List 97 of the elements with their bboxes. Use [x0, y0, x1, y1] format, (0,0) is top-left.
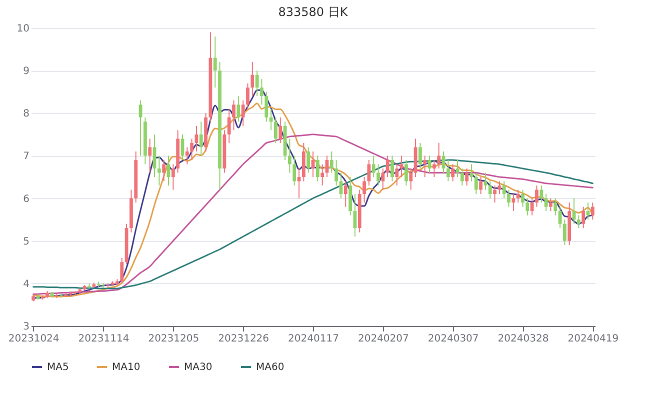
candlestick — [530, 198, 534, 216]
candlestick — [274, 116, 278, 144]
y-tick-label: 4 — [23, 278, 30, 290]
legend-label: MA30 — [184, 362, 212, 373]
candlestick — [255, 70, 259, 97]
candlestick — [474, 172, 478, 195]
candlestick — [246, 82, 250, 110]
y-tick-label: 3 — [23, 322, 30, 332]
x-tick-label: 20231205 — [148, 334, 200, 344]
chart-title: 833580 日K — [278, 5, 349, 19]
candlestick — [320, 164, 324, 186]
y-tick-label: 6 — [23, 194, 30, 205]
candlestick — [521, 189, 524, 208]
candlestick — [386, 155, 390, 178]
x-tick-label: 20240117 — [288, 334, 339, 344]
candlestick — [260, 78, 264, 106]
candlestick — [213, 36, 217, 88]
candlestick — [185, 146, 189, 165]
candlestick — [236, 96, 240, 122]
candlestick — [526, 198, 530, 216]
candlestick — [390, 155, 394, 182]
y-tick-label: 9 — [23, 66, 30, 78]
candlestick — [409, 168, 413, 190]
candlestick — [171, 164, 175, 190]
candlestick — [544, 194, 548, 212]
candlestick — [362, 176, 366, 204]
candlestick — [395, 164, 399, 186]
legend-label: MA5 — [47, 362, 69, 373]
candlestick — [120, 257, 124, 284]
candlestick — [400, 155, 404, 178]
candlestick — [446, 159, 450, 182]
candlestick — [516, 189, 520, 204]
candlestick — [367, 159, 371, 186]
candlestick — [418, 142, 422, 169]
x-tick-label: 20240207 — [358, 334, 409, 344]
candlestick — [479, 176, 482, 195]
candlestick — [138, 100, 142, 156]
candlestick — [590, 202, 594, 220]
candlestick — [576, 214, 580, 229]
candlestick — [465, 168, 469, 186]
candlestick — [372, 155, 376, 178]
candlestick — [162, 159, 166, 182]
candlestick — [493, 185, 496, 204]
candlestick — [437, 142, 441, 169]
y-tick-label: 8 — [23, 108, 30, 120]
candlestick — [264, 91, 268, 122]
candlestick — [166, 155, 170, 186]
candlestick — [512, 194, 516, 212]
candlestick — [432, 159, 436, 178]
candlestick — [502, 180, 506, 199]
y-tick-label: 5 — [23, 236, 30, 248]
candlestick — [157, 155, 161, 186]
candlestick — [488, 180, 492, 199]
x-tick-label: 20240328 — [498, 334, 549, 344]
legend-label: MA60 — [256, 362, 284, 373]
candlestick — [190, 138, 194, 160]
candlestick — [423, 155, 427, 178]
candlestick — [507, 189, 510, 208]
candlestick — [250, 62, 254, 97]
candlestick — [554, 198, 558, 216]
candlestick — [442, 150, 446, 174]
candlestick — [582, 206, 586, 229]
candlestick — [241, 100, 245, 126]
candlestick — [227, 108, 231, 144]
candlestick — [381, 168, 385, 190]
y-tick-label: 7 — [23, 151, 30, 162]
candlestick — [344, 180, 348, 208]
candlestick — [278, 116, 282, 144]
candlestick — [297, 168, 301, 199]
candlestick — [306, 146, 310, 174]
candlestick — [558, 206, 562, 229]
candlestick — [316, 155, 320, 182]
candlestick — [288, 138, 292, 174]
candlestick — [404, 159, 408, 186]
candlestick — [549, 198, 552, 212]
candlestick — [535, 185, 538, 208]
candlestick — [460, 168, 464, 186]
x-tick-label: 20231114 — [78, 334, 130, 344]
candlestick — [376, 164, 380, 186]
candlestick — [540, 185, 544, 204]
candlestick — [334, 159, 338, 186]
x-tick-label: 20240307 — [428, 334, 479, 344]
x-tick-label: 20240419 — [568, 334, 619, 344]
candlestick — [330, 150, 334, 174]
candlestick — [199, 121, 203, 156]
candlestick — [148, 138, 152, 174]
candlestick — [498, 180, 502, 195]
x-tick-label: 20231226 — [218, 334, 270, 344]
candlestick — [586, 202, 590, 220]
candlestick — [563, 219, 566, 246]
candlestick — [232, 100, 236, 131]
candlestick — [292, 155, 296, 186]
candlestick — [451, 164, 455, 182]
y-tick-label: 10 — [16, 24, 30, 34]
candlestick — [470, 164, 474, 182]
x-tick-label: 20231024 — [8, 334, 60, 344]
legend-label: MA10 — [112, 362, 140, 373]
